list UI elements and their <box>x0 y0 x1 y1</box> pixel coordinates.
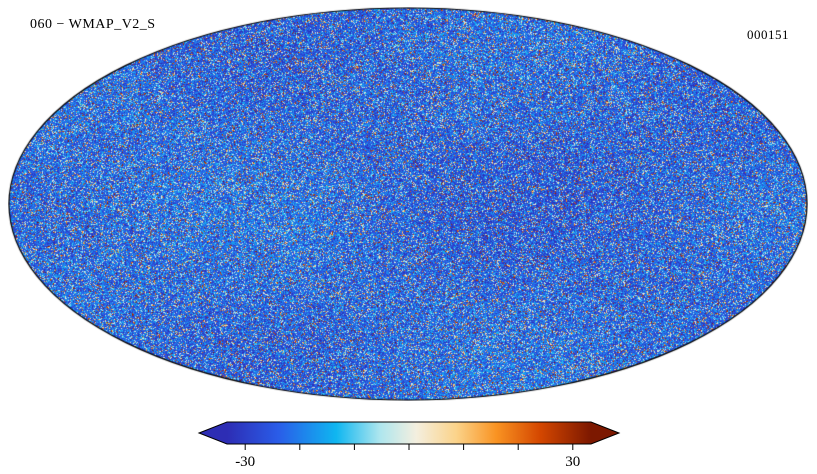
colorbar-tick-label: 30 <box>565 454 580 470</box>
colorbar: -30 30 <box>197 421 621 470</box>
colorbar-gradient <box>197 421 621 445</box>
sky-map <box>8 7 808 401</box>
colorbar-tick-label: -30 <box>235 454 255 470</box>
